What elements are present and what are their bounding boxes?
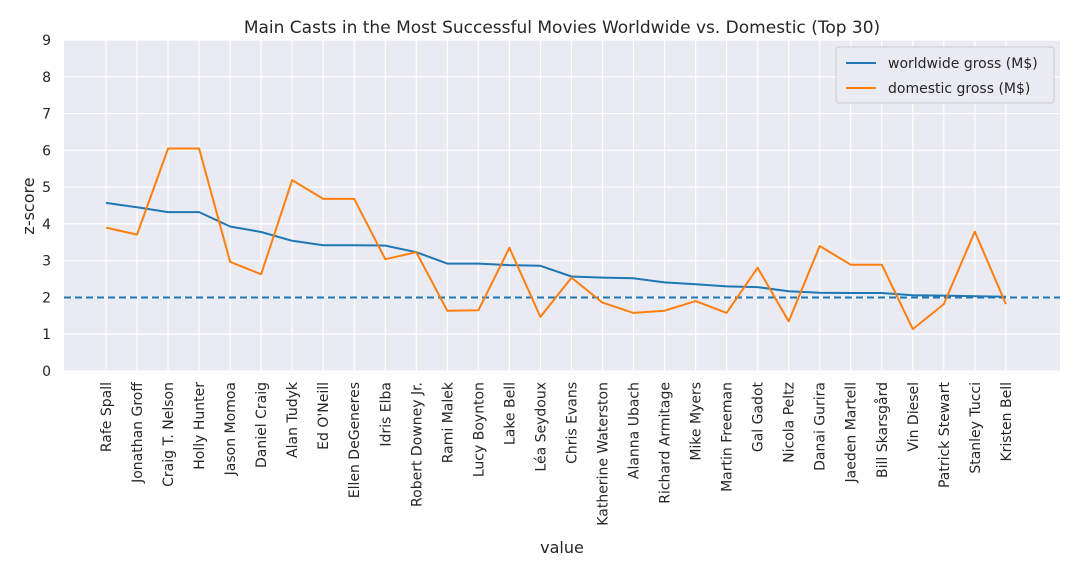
x-tick-label: Rami Malek [440,381,456,463]
y-tick-label: 0 [42,364,51,380]
y-tick-label: 9 [42,33,51,49]
x-tick-label: Nicola Peltz [782,382,798,463]
x-tick-label: Gal Gadot [751,381,767,452]
x-tick-label: Chris Evans [564,382,580,464]
y-tick-label: 7 [42,107,51,123]
x-tick-label: Ellen DeGeneres [347,382,363,498]
x-tick-label: Martin Freeman [720,382,736,492]
x-tick-label: Jaeden Martell [844,382,860,483]
series-lines [105,147,1007,331]
x-tick-label: Rafe Spall [99,382,115,452]
x-tick-label: Holly Hunter [192,382,208,470]
y-axis-label: z-score [19,177,38,234]
x-tick-label: Kristen Bell [999,382,1015,462]
legend-box [835,46,1055,104]
series-line-worldwide [105,201,1006,298]
x-tick-label: Jason Momoa [223,382,239,476]
x-tick-label: Robert Downey Jr. [409,382,425,507]
legend-label-domestic: domestic gross (M$) [888,81,1030,97]
x-tick-label: Richard Armitage [658,382,674,504]
x-tick-label: Mike Myers [689,382,705,461]
x-tick-label: Craig T. Nelson [161,382,177,487]
x-tick-label: Jonathan Groff [130,382,146,484]
legend-label-worldwide: worldwide gross (M$) [888,56,1038,72]
series-line-domestic [105,147,1007,331]
y-tick-label: 4 [42,217,51,233]
legend: worldwide gross (M$) domestic gross (M$) [835,46,1055,104]
chart-title: Main Casts in the Most Successful Movies… [244,18,880,38]
x-axis-label: value [540,538,584,557]
x-tick-label: Idris Elba [378,382,394,447]
y-tick-label: 5 [42,180,51,196]
x-tick-labels: Rafe Spall Jonathan Groff Craig T. Nelson H… [99,381,1015,526]
x-tick-label: Daniel Craig [254,382,270,468]
x-tick-label: Stanley Tucci [968,382,984,474]
y-tick-label: 6 [42,143,51,159]
x-tick-label: Patrick Stewart [937,381,953,488]
x-tick-label: Ed O'Neill [316,382,332,450]
x-tick-label: Danai Gurira [813,382,829,471]
x-tick-label: Katherine Waterston [595,382,611,526]
x-gridlines [105,40,1007,371]
x-tick-label: Lake Bell [502,382,518,445]
y-tick-label: 2 [42,290,51,306]
x-tick-label: Bill Skarsgård [874,382,891,478]
x-tick-label: Alan Tudyk [285,381,301,458]
x-tick-label: Alanna Ubach [627,382,643,479]
x-tick-label: Léa Seydoux [533,382,549,472]
x-tick-label: Lucy Boynton [471,382,487,477]
x-tick-label: Vin Diesel [906,382,922,452]
y-tick-labels: 0 1 2 3 4 5 6 7 8 9 [42,33,51,380]
y-tick-label: 3 [42,254,51,270]
y-tick-label: 1 [42,327,51,343]
y-tick-label: 8 [42,70,51,86]
